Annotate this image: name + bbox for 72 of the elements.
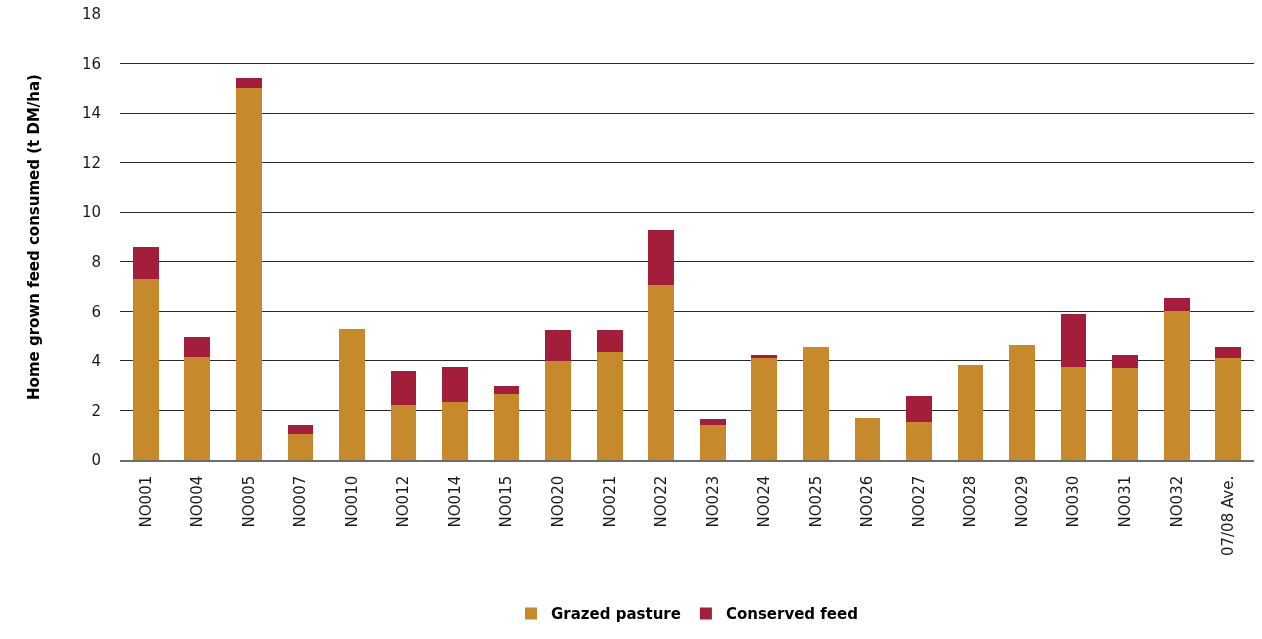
x-tick-label: NO024 — [755, 475, 774, 528]
bar — [596, 352, 623, 460]
bar — [1112, 368, 1139, 460]
bar — [287, 433, 314, 460]
bar — [1163, 297, 1190, 312]
x-tick-label: NO030 — [1064, 475, 1083, 528]
bar — [235, 78, 262, 89]
bar — [854, 417, 881, 460]
x-tick-label: NO029 — [1012, 475, 1031, 528]
y-tick-label: 12 — [81, 153, 101, 172]
bar — [493, 394, 520, 460]
x-tick-label: NO010 — [342, 475, 361, 528]
bar — [287, 425, 314, 434]
bar — [442, 401, 468, 460]
legend-label: Conserved feed — [725, 605, 858, 624]
x-tick-label: NO023 — [703, 475, 722, 528]
bar — [1112, 354, 1139, 369]
bar — [1215, 358, 1242, 460]
bar — [648, 229, 675, 286]
bar — [699, 425, 726, 460]
bar — [906, 421, 932, 460]
legend-label: Grazed pasture — [551, 605, 681, 624]
y-tick-label: 16 — [81, 54, 101, 73]
bar — [235, 88, 262, 460]
y-tick-label: 10 — [81, 203, 101, 222]
bar — [132, 279, 159, 460]
y-tick-label: 14 — [81, 104, 101, 123]
bar — [751, 358, 778, 460]
y-axis-title: Home grown feed consumed (t DM/ha) — [25, 74, 44, 400]
x-tick-label: NO032 — [1167, 475, 1186, 528]
y-tick-label: 0 — [91, 451, 101, 470]
x-tick-label: NO001 — [136, 475, 155, 528]
x-tick-label: NO005 — [239, 475, 258, 528]
bar — [1060, 313, 1087, 368]
x-tick-label: NO022 — [652, 475, 671, 528]
x-tick-label: NO015 — [497, 475, 516, 528]
bar — [699, 419, 726, 426]
bar — [802, 347, 829, 460]
x-tick-label: NO007 — [291, 475, 310, 528]
bar — [184, 357, 211, 460]
bar — [648, 285, 675, 460]
bar — [132, 246, 159, 280]
x-tick-label: NO012 — [394, 475, 413, 528]
bar — [390, 405, 417, 460]
x-tick-label: 07/08 Ave. — [1219, 475, 1238, 557]
y-tick-label: 18 — [81, 5, 101, 24]
bar — [1215, 347, 1242, 359]
bar — [957, 364, 984, 460]
x-tick-label: NO026 — [858, 475, 877, 528]
x-tick-label: NO027 — [909, 475, 928, 528]
x-tick-label: NO004 — [188, 475, 207, 528]
x-tick-label: NO020 — [549, 475, 568, 528]
x-tick-label: NO031 — [1116, 475, 1135, 528]
x-tick-label: NO025 — [806, 475, 825, 528]
bar — [545, 360, 572, 460]
bar — [339, 328, 365, 460]
bar — [442, 367, 468, 402]
bar — [1060, 367, 1087, 460]
bar — [906, 395, 932, 422]
bar — [184, 337, 211, 358]
bar — [1163, 311, 1190, 460]
bar — [1009, 344, 1035, 460]
bar — [596, 329, 623, 353]
y-tick-label: 2 — [91, 401, 101, 420]
x-tick-label: NO028 — [961, 475, 980, 528]
x-tick-label: NO021 — [600, 475, 619, 528]
bar — [390, 370, 417, 406]
y-tick-label: 8 — [91, 253, 101, 272]
bar — [545, 329, 572, 361]
y-tick-label: 4 — [91, 352, 101, 371]
x-tick-label: NO014 — [445, 475, 464, 528]
y-tick-label: 6 — [91, 302, 101, 321]
